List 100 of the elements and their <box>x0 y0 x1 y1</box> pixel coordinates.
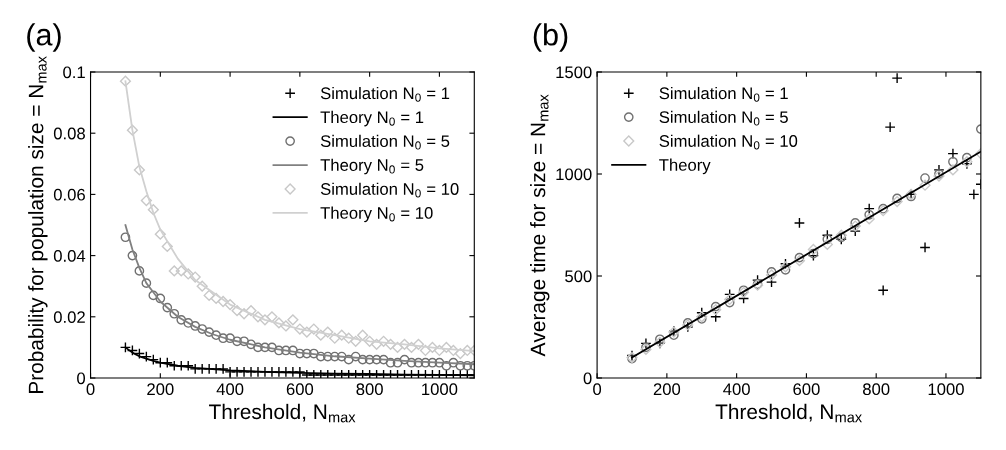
point <box>405 341 418 354</box>
x-tick-label: 600 <box>286 383 314 396</box>
point <box>441 360 452 371</box>
x-tick-label: 400 <box>723 383 750 396</box>
point <box>807 243 819 256</box>
point <box>119 75 132 87</box>
point <box>120 232 131 243</box>
point <box>350 351 361 362</box>
point <box>175 265 187 277</box>
point <box>343 332 355 344</box>
point <box>371 338 383 350</box>
legend-label: Theory <box>659 158 711 175</box>
y-tick-label: 0.04 <box>53 250 86 262</box>
point <box>413 357 424 368</box>
point <box>301 326 313 338</box>
point <box>232 336 242 347</box>
point <box>182 268 194 280</box>
point <box>155 293 166 304</box>
point <box>252 311 264 323</box>
point <box>148 290 159 301</box>
point <box>968 188 980 200</box>
y-axis-title: Probability for population size = N$_{max}$ <box>28 56 48 393</box>
y-tick-label: 0.08 <box>53 127 85 140</box>
point <box>947 148 959 160</box>
point <box>947 164 959 176</box>
point <box>189 271 201 283</box>
legend-label: Theory N$_{0}$ = 5 <box>320 158 424 175</box>
point <box>948 156 958 167</box>
point <box>315 329 327 341</box>
y-tick-label: 1000 <box>556 168 592 181</box>
point <box>357 354 368 365</box>
point <box>668 330 679 341</box>
y-tick-label: 0.06 <box>53 188 85 201</box>
y-tick-label: 500 <box>565 270 592 283</box>
x-tick-label: 200 <box>147 383 174 396</box>
point <box>766 267 777 277</box>
point <box>455 360 466 371</box>
point <box>377 335 390 347</box>
y-tick-label: 0.1 <box>63 66 85 79</box>
point <box>378 354 389 365</box>
point <box>231 305 243 317</box>
point <box>141 278 152 289</box>
point <box>391 341 404 354</box>
point <box>253 342 263 353</box>
point <box>448 357 459 368</box>
point <box>821 238 833 250</box>
y-axis-title: Average time for size = N$_{max}$ <box>530 94 550 357</box>
point <box>447 344 459 357</box>
point <box>147 204 159 216</box>
point <box>724 297 735 308</box>
point <box>280 320 292 332</box>
point <box>260 342 270 353</box>
point <box>336 329 348 341</box>
point <box>217 295 229 308</box>
point <box>218 333 228 344</box>
point <box>350 335 362 347</box>
chart-title: (b) <box>533 23 568 52</box>
point <box>294 366 306 378</box>
point <box>426 341 439 354</box>
point <box>196 280 208 292</box>
point <box>385 357 396 368</box>
point <box>433 344 446 357</box>
point <box>140 194 152 207</box>
point <box>849 225 861 237</box>
point <box>434 357 445 368</box>
point <box>440 341 452 354</box>
point <box>850 218 861 228</box>
point <box>863 213 875 225</box>
point <box>821 229 833 241</box>
point <box>462 360 473 371</box>
x-tick-label: 600 <box>793 383 820 396</box>
point <box>919 241 931 253</box>
legend-label: Simulation N$_{0}$ = 1 <box>659 86 788 102</box>
legend-label: Theory N$_{0}$ = 1 <box>320 110 424 127</box>
point <box>794 252 805 263</box>
point <box>329 351 340 362</box>
point <box>239 336 249 347</box>
point <box>273 317 285 329</box>
point <box>267 342 277 353</box>
point <box>203 289 215 301</box>
x-tick-label: 800 <box>356 383 383 396</box>
point <box>357 329 369 341</box>
point <box>461 344 473 357</box>
point <box>224 298 236 311</box>
point <box>454 347 466 360</box>
point <box>140 351 152 363</box>
x-axis-title: Threshold, N$_{max}$ <box>209 403 356 423</box>
point <box>315 351 326 362</box>
point <box>197 324 208 334</box>
legend-label: Theory N$_{0}$ = 10 <box>320 206 433 223</box>
point <box>190 321 201 331</box>
point <box>406 357 417 368</box>
point <box>274 345 284 356</box>
x-tick-label: 1000 <box>422 383 458 396</box>
point <box>849 220 861 232</box>
point <box>225 333 235 344</box>
point <box>287 314 299 326</box>
point <box>259 314 271 326</box>
point <box>336 351 347 362</box>
point <box>419 344 432 357</box>
